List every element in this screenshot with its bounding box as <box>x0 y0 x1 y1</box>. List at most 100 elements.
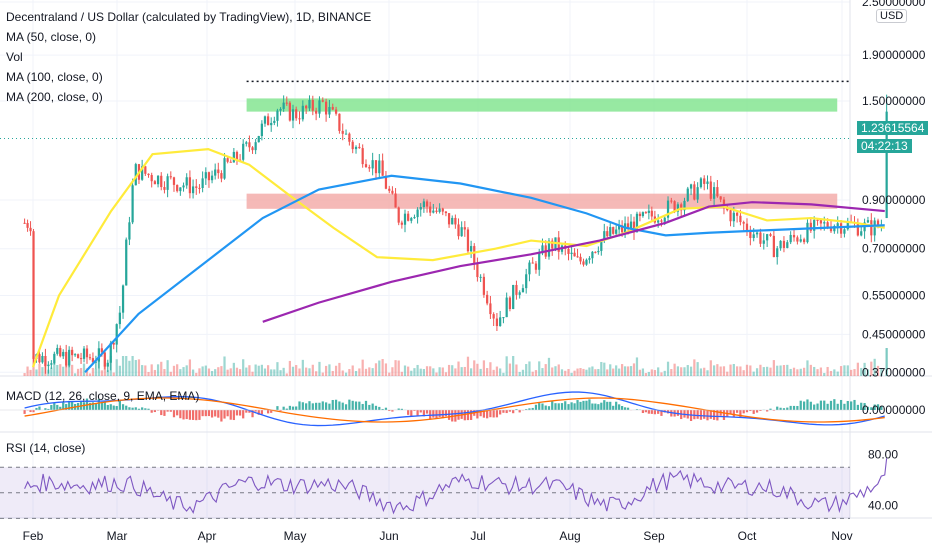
volume-bar <box>384 363 388 376</box>
macd-histogram-bar <box>644 410 647 413</box>
candle-body <box>26 223 29 228</box>
candle-body <box>873 220 876 236</box>
volume-bar <box>344 372 348 376</box>
candle-body <box>68 349 71 366</box>
candle-body <box>451 217 454 225</box>
rsi-legend: RSI (14, close) <box>6 441 86 455</box>
volume-bar <box>870 361 873 376</box>
volume-bar <box>588 367 591 376</box>
volume-bar <box>826 366 829 376</box>
macd-histogram-bar <box>358 401 361 410</box>
volume-bar <box>79 367 83 376</box>
macd-histogram-bar <box>344 404 348 410</box>
candle-body <box>273 120 276 123</box>
candle-body <box>371 160 374 169</box>
macd-histogram-bar <box>515 409 518 410</box>
macd-histogram-bar <box>466 410 470 421</box>
candle-body <box>279 108 282 111</box>
candle-body <box>419 207 422 210</box>
volume-bar <box>150 364 153 376</box>
candle-body <box>328 107 331 115</box>
volume-bar <box>486 368 489 376</box>
macd-histogram-bar <box>163 410 166 416</box>
volume-bar <box>521 369 525 376</box>
candle-body <box>647 210 650 213</box>
macd-histogram-bar <box>479 410 482 417</box>
volume-bar <box>62 366 65 376</box>
candle-body <box>361 148 364 165</box>
candle-body <box>364 164 368 168</box>
volume-bar <box>492 369 495 376</box>
macd-histogram-bar <box>68 400 71 410</box>
candle-body <box>495 318 499 327</box>
volume-bar <box>836 371 839 376</box>
volume-bar <box>686 365 689 376</box>
macd-histogram-bar <box>134 407 137 410</box>
candle-body <box>600 239 603 251</box>
candle-body <box>457 224 460 237</box>
macd-histogram-bar <box>863 403 866 410</box>
volume-bar <box>451 365 454 376</box>
candle-body <box>263 116 267 124</box>
volume-bar <box>554 366 557 376</box>
volume-bar <box>853 369 856 376</box>
macd-histogram-bar <box>796 405 799 410</box>
macd-histogram-bar <box>469 410 473 420</box>
macd-histogram-bar <box>407 410 410 415</box>
volume-bar <box>204 365 207 376</box>
macd-histogram-bar <box>525 409 528 410</box>
candle-body <box>612 227 615 234</box>
candle-body <box>185 177 188 186</box>
ma-line <box>84 174 885 374</box>
volume-bar <box>371 368 374 376</box>
candle-body <box>839 223 843 234</box>
macd-histogram-bar <box>512 410 515 414</box>
candle-body <box>156 175 160 185</box>
candle-body <box>766 234 769 241</box>
volume-bar <box>609 364 612 376</box>
macd-histogram-bar <box>860 402 863 410</box>
volume-bar <box>422 369 426 376</box>
macd-histogram-bar <box>792 405 796 410</box>
volume-bar <box>266 365 270 376</box>
currency-selector[interactable]: USD <box>876 9 908 23</box>
candle-body <box>666 200 670 218</box>
candle-body <box>56 347 59 354</box>
macd-histogram-bar <box>425 410 429 414</box>
macd-histogram-bar <box>749 410 752 412</box>
macd-histogram-bar <box>492 410 495 418</box>
volume-bar <box>432 368 435 376</box>
volume-bar <box>425 366 429 376</box>
macd-histogram-bar <box>235 410 239 416</box>
volume-bar <box>106 370 109 376</box>
candle-body <box>779 240 782 249</box>
ma-line <box>262 201 885 323</box>
volume-bar <box>829 370 833 376</box>
volume-bar <box>839 366 843 376</box>
volume-bar <box>866 369 870 376</box>
macd-histogram-bar <box>422 410 426 417</box>
volume-bar <box>626 366 630 376</box>
macd-histogram-bar <box>115 406 118 410</box>
volume-bar <box>547 357 551 376</box>
volume-bar <box>779 365 782 376</box>
volume-bar <box>573 370 576 376</box>
candle-body <box>351 141 354 150</box>
macd-histogram-bar <box>531 407 534 410</box>
macd-histogram-bar <box>381 408 384 410</box>
candle-body <box>703 178 706 184</box>
time-tick-label: Aug <box>559 529 580 543</box>
candle-body <box>782 240 786 248</box>
volume-bar <box>544 364 547 376</box>
candle-body <box>298 118 301 120</box>
candle-body <box>786 242 789 248</box>
macd-histogram-bar <box>597 404 600 410</box>
macd-histogram-bar <box>676 410 680 416</box>
candle-body <box>492 314 495 319</box>
volume-bar <box>397 360 400 376</box>
candle-body <box>182 185 185 188</box>
volume-bar <box>207 368 211 376</box>
volume-bar <box>179 369 182 376</box>
candle-body <box>729 210 732 222</box>
